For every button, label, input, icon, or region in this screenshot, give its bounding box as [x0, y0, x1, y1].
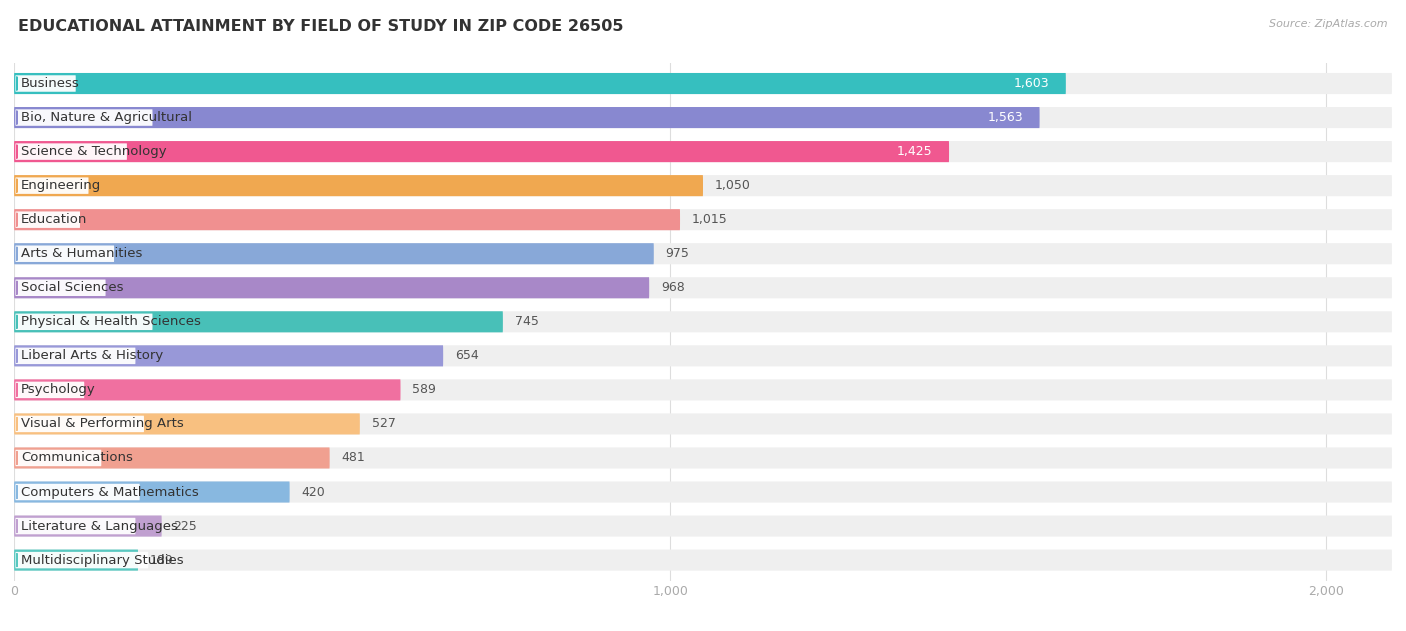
FancyBboxPatch shape — [14, 277, 650, 298]
FancyBboxPatch shape — [14, 516, 162, 536]
FancyBboxPatch shape — [14, 277, 1392, 298]
Text: EDUCATIONAL ATTAINMENT BY FIELD OF STUDY IN ZIP CODE 26505: EDUCATIONAL ATTAINMENT BY FIELD OF STUDY… — [18, 19, 624, 34]
FancyBboxPatch shape — [14, 379, 401, 401]
FancyBboxPatch shape — [14, 107, 1392, 128]
FancyBboxPatch shape — [15, 348, 135, 364]
Text: Science & Technology: Science & Technology — [21, 145, 166, 158]
FancyBboxPatch shape — [14, 243, 654, 264]
FancyBboxPatch shape — [14, 413, 360, 435]
Text: Physical & Health Sciences: Physical & Health Sciences — [21, 316, 201, 328]
FancyBboxPatch shape — [15, 143, 127, 160]
Text: 1,015: 1,015 — [692, 213, 727, 226]
Text: Arts & Humanities: Arts & Humanities — [21, 247, 142, 260]
Text: Communications: Communications — [21, 451, 132, 464]
FancyBboxPatch shape — [14, 311, 503, 333]
FancyBboxPatch shape — [15, 382, 84, 398]
Text: 420: 420 — [301, 485, 325, 498]
FancyBboxPatch shape — [14, 175, 1392, 196]
FancyBboxPatch shape — [14, 141, 949, 162]
FancyBboxPatch shape — [14, 379, 1392, 401]
Text: Literature & Languages: Literature & Languages — [21, 519, 177, 533]
FancyBboxPatch shape — [15, 245, 114, 262]
Text: Liberal Arts & History: Liberal Arts & History — [21, 350, 163, 362]
Text: 1,425: 1,425 — [897, 145, 932, 158]
Text: 589: 589 — [412, 384, 436, 396]
FancyBboxPatch shape — [14, 73, 1392, 94]
FancyBboxPatch shape — [14, 311, 1392, 333]
Text: 189: 189 — [150, 553, 173, 567]
Text: Education: Education — [21, 213, 87, 226]
FancyBboxPatch shape — [14, 73, 1066, 94]
FancyBboxPatch shape — [14, 175, 703, 196]
Text: 975: 975 — [665, 247, 689, 260]
Text: Business: Business — [21, 77, 80, 90]
FancyBboxPatch shape — [15, 552, 148, 569]
FancyBboxPatch shape — [15, 416, 143, 432]
FancyBboxPatch shape — [15, 75, 76, 91]
FancyBboxPatch shape — [14, 550, 138, 570]
FancyBboxPatch shape — [15, 484, 139, 500]
Text: Source: ZipAtlas.com: Source: ZipAtlas.com — [1270, 19, 1388, 29]
FancyBboxPatch shape — [15, 314, 152, 330]
Text: Psychology: Psychology — [21, 384, 96, 396]
FancyBboxPatch shape — [14, 141, 1392, 162]
FancyBboxPatch shape — [15, 518, 135, 534]
FancyBboxPatch shape — [14, 447, 329, 469]
Text: 1,050: 1,050 — [714, 179, 751, 192]
Text: Social Sciences: Social Sciences — [21, 281, 124, 294]
Text: Engineering: Engineering — [21, 179, 101, 192]
FancyBboxPatch shape — [14, 209, 1392, 230]
Text: Bio, Nature & Agricultural: Bio, Nature & Agricultural — [21, 111, 191, 124]
Text: Computers & Mathematics: Computers & Mathematics — [21, 485, 198, 498]
FancyBboxPatch shape — [15, 211, 80, 228]
Text: 654: 654 — [456, 350, 478, 362]
Text: Multidisciplinary Studies: Multidisciplinary Studies — [21, 553, 184, 567]
FancyBboxPatch shape — [14, 481, 1392, 502]
FancyBboxPatch shape — [15, 450, 101, 466]
FancyBboxPatch shape — [14, 107, 1039, 128]
FancyBboxPatch shape — [15, 280, 105, 296]
FancyBboxPatch shape — [15, 109, 152, 126]
Text: Visual & Performing Arts: Visual & Performing Arts — [21, 418, 184, 430]
FancyBboxPatch shape — [14, 209, 681, 230]
FancyBboxPatch shape — [14, 447, 1392, 469]
FancyBboxPatch shape — [14, 481, 290, 502]
FancyBboxPatch shape — [14, 516, 1392, 536]
FancyBboxPatch shape — [14, 345, 443, 367]
FancyBboxPatch shape — [14, 345, 1392, 367]
FancyBboxPatch shape — [14, 550, 1392, 570]
FancyBboxPatch shape — [15, 177, 89, 194]
Text: 745: 745 — [515, 316, 538, 328]
Text: 225: 225 — [173, 519, 197, 533]
Text: 1,563: 1,563 — [987, 111, 1024, 124]
Text: 1,603: 1,603 — [1014, 77, 1049, 90]
FancyBboxPatch shape — [14, 413, 1392, 435]
FancyBboxPatch shape — [14, 243, 1392, 264]
Text: 481: 481 — [342, 451, 366, 464]
Text: 968: 968 — [661, 281, 685, 294]
Text: 527: 527 — [371, 418, 395, 430]
